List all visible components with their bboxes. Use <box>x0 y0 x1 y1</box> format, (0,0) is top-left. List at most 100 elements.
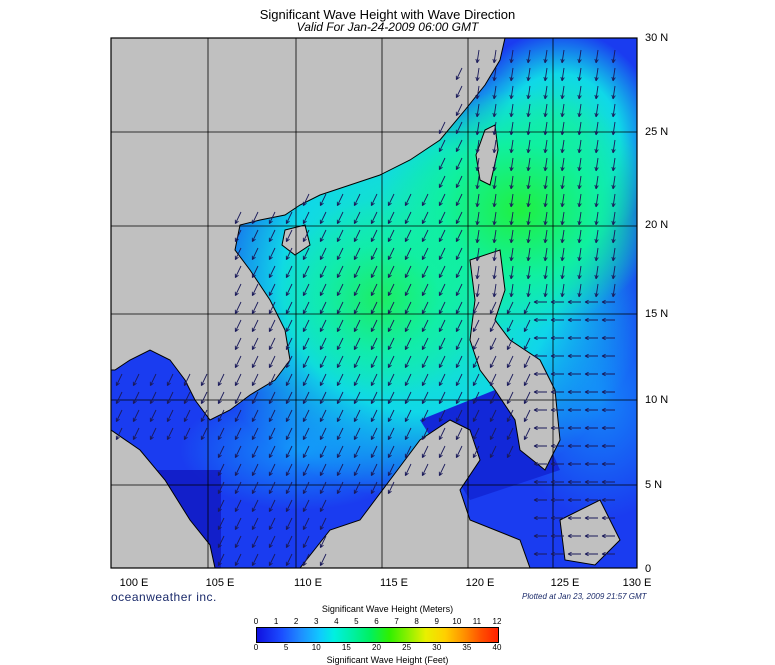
wave-direction-arrow <box>601 299 615 305</box>
wave-direction-arrow <box>577 49 582 64</box>
wave-direction-arrow <box>421 319 429 333</box>
wave-direction-arrow <box>404 283 412 297</box>
wave-direction-arrow <box>285 553 293 567</box>
wave-direction-arrow <box>560 229 565 244</box>
wave-direction-arrow <box>523 427 531 441</box>
wave-direction-arrow <box>492 283 497 298</box>
wave-direction-arrow <box>584 443 598 449</box>
wave-direction-arrow <box>438 409 446 423</box>
wave-direction-arrow <box>268 553 276 567</box>
wave-direction-arrow <box>550 443 564 449</box>
wave-direction-arrow <box>543 229 548 244</box>
wave-direction-arrow <box>370 229 378 243</box>
wave-direction-arrow <box>336 445 344 459</box>
wave-direction-arrow <box>506 373 514 387</box>
wave-direction-arrow <box>319 211 327 225</box>
wave-direction-arrow <box>234 337 242 351</box>
wave-direction-arrow <box>560 247 565 262</box>
wave-direction-arrow <box>489 373 497 387</box>
wave-direction-arrow <box>268 409 276 423</box>
wave-direction-arrow <box>302 301 310 315</box>
lat-label-5n: 5 N <box>645 479 663 491</box>
wave-direction-arrow <box>577 229 582 244</box>
wave-direction-arrow <box>523 373 531 387</box>
wave-direction-arrow <box>577 85 582 100</box>
colorbar-meter-tick: 11 <box>472 617 482 626</box>
wave-direction-arrow <box>489 355 497 369</box>
wave-direction-arrow <box>475 265 480 280</box>
colorbar-meter-tick: 2 <box>293 617 299 626</box>
wave-direction-arrow <box>560 103 565 118</box>
wave-direction-arrow <box>567 515 581 521</box>
wave-direction-arrow <box>370 337 378 351</box>
wave-direction-arrow <box>319 445 327 459</box>
colorbar-meter-tick: 1 <box>273 617 279 626</box>
wave-direction-arrow <box>455 355 463 369</box>
wave-direction-arrow <box>509 121 514 136</box>
wave-direction-arrow <box>251 535 259 549</box>
lon-label-115e: 115 E <box>380 577 408 589</box>
wave-direction-arrow <box>387 193 395 207</box>
wave-direction-arrow <box>601 461 615 467</box>
wave-direction-arrow <box>268 391 276 405</box>
lat-label-0: 0 <box>645 563 652 575</box>
wave-direction-arrow <box>567 317 581 323</box>
wave-direction-arrow <box>472 301 480 315</box>
wave-direction-arrow <box>404 193 412 207</box>
wave-direction-arrow <box>149 391 157 405</box>
wave-direction-arrow <box>285 229 293 243</box>
wave-direction-arrow <box>302 427 310 441</box>
lon-label-100e: 100 E <box>119 577 149 589</box>
wave-direction-arrow <box>200 373 208 387</box>
wave-direction-arrow <box>438 211 446 225</box>
wave-direction-arrow <box>251 463 259 477</box>
wave-direction-arrow <box>475 49 480 64</box>
wave-direction-arrow <box>594 157 599 172</box>
wave-direction-arrow <box>492 103 497 118</box>
wave-direction-arrow <box>234 427 242 441</box>
wave-direction-arrow <box>336 229 344 243</box>
colorbar-feet-tick: 10 <box>311 643 321 652</box>
wave-direction-arrow <box>438 193 446 207</box>
wave-direction-arrow <box>217 535 225 549</box>
wave-direction-arrow <box>567 389 581 395</box>
wave-direction-arrow <box>421 193 429 207</box>
wave-direction-arrow <box>543 265 548 280</box>
wave-direction-arrow <box>550 371 564 377</box>
wave-direction-arrow <box>567 425 581 431</box>
wave-direction-arrow <box>285 535 293 549</box>
wave-direction-arrow <box>353 301 361 315</box>
wave-direction-arrow <box>492 121 497 136</box>
wave-direction-arrow <box>509 67 514 82</box>
wave-direction-arrow <box>251 553 259 567</box>
wave-direction-arrow <box>526 103 531 118</box>
wave-direction-arrow <box>492 157 497 172</box>
wave-direction-arrow <box>560 139 565 154</box>
wave-direction-arrow <box>370 427 378 441</box>
wave-direction-arrow <box>455 193 463 207</box>
wave-direction-arrow <box>285 409 293 423</box>
wave-direction-arrow <box>533 443 547 449</box>
lat-label-20n: 20 N <box>645 219 669 231</box>
wave-direction-arrow <box>370 373 378 387</box>
wave-direction-arrow <box>543 85 548 100</box>
wave-direction-arrow <box>543 121 548 136</box>
wave-direction-arrow <box>533 515 547 521</box>
wave-direction-arrow <box>492 211 497 226</box>
wave-direction-arrow <box>506 337 514 351</box>
wave-direction-arrow <box>601 317 615 323</box>
wave-direction-arrow <box>475 193 480 208</box>
wave-direction-arrow <box>475 175 480 190</box>
wave-direction-arrow <box>472 445 480 459</box>
colorbar-meter-tick: 12 <box>492 617 502 626</box>
wave-direction-arrow <box>370 283 378 297</box>
colorbar-meter-tick: 10 <box>452 617 462 626</box>
wave-direction-arrow <box>387 301 395 315</box>
wave-direction-arrow <box>455 121 463 135</box>
wave-direction-arrow <box>533 371 547 377</box>
wave-direction-arrow <box>234 211 242 225</box>
wave-direction-arrow <box>594 121 599 136</box>
wave-direction-arrow <box>475 211 480 226</box>
wave-direction-arrow <box>594 139 599 154</box>
wave-direction-arrow <box>302 409 310 423</box>
